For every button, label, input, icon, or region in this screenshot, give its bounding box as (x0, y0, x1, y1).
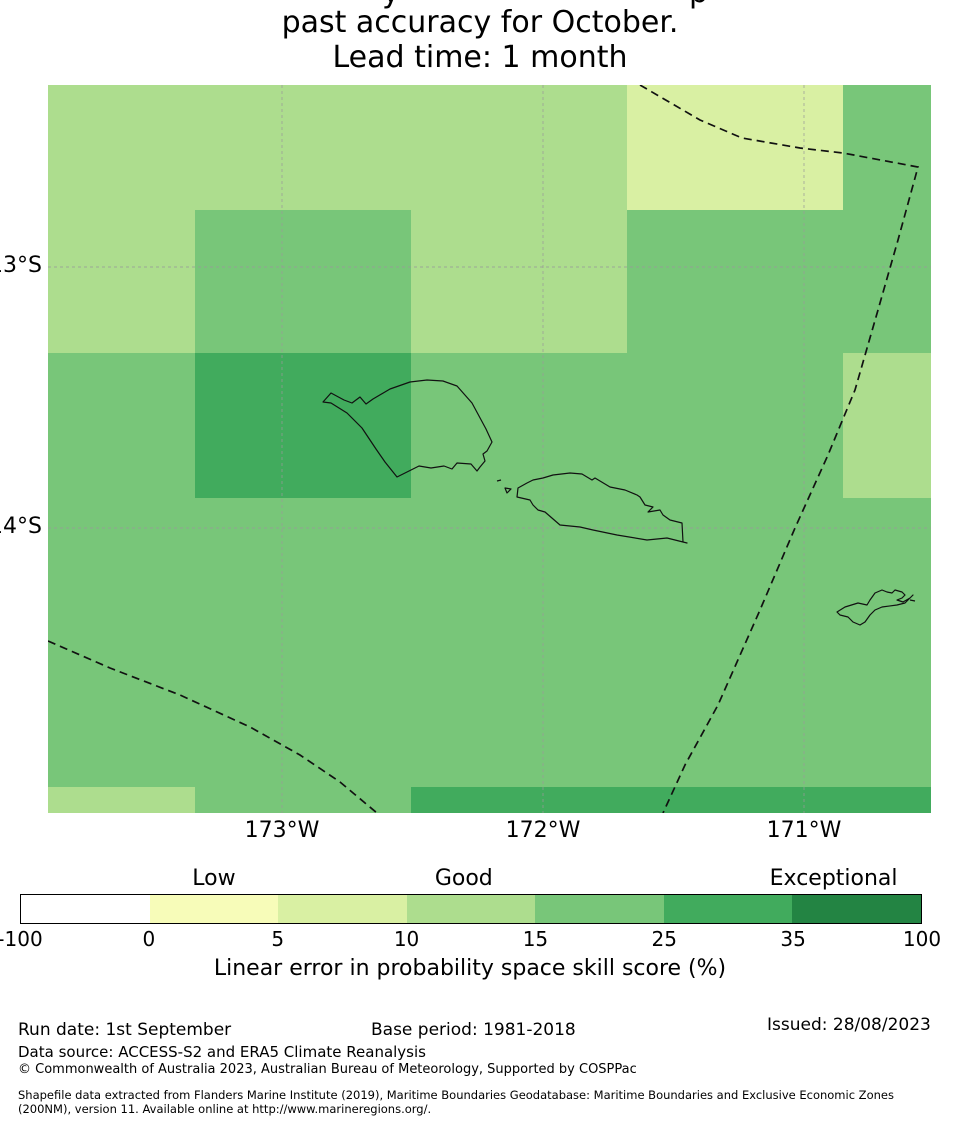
copyright-text: © Commonwealth of Australia 2023, Austra… (18, 1062, 637, 1077)
skill-cell-10-15 (411, 210, 627, 353)
shapefile-note: Shapefile data extracted from Flanders M… (18, 1088, 948, 1116)
longitude-tick-label: 172°W (505, 818, 581, 843)
aunuu-islet-coastline (909, 599, 916, 602)
colorbar-segment-5to10 (278, 895, 407, 923)
samoa-eez-north-boundary (639, 85, 920, 813)
manono-islet-coastline (496, 479, 502, 482)
colorbar-tick-label: 15 (522, 927, 549, 951)
colorbar-tick-label: -100 (0, 927, 43, 951)
title-fragment-glyph: y (382, 0, 400, 10)
title-line2: past accuracy for October. (281, 5, 679, 40)
colorbar-category-exceptional: Exceptional (769, 866, 898, 891)
longitude-tick-label: 173°W (244, 818, 320, 843)
colorbar-category-low: Low (192, 866, 236, 891)
colorbar-segment--100to0 (21, 895, 150, 923)
skill-cell-15-25 (195, 210, 411, 353)
title-fragment-glyph: p (689, 0, 708, 10)
shapefile-note-line1: Shapefile data extracted from Flanders M… (18, 1088, 894, 1102)
colorbar-segment-0to5 (149, 895, 279, 923)
skill-cell-10-15 (48, 210, 195, 353)
colorbar-segment-15to25 (535, 895, 664, 923)
skill-cell-10-15 (843, 353, 931, 498)
title-line1-clipped: yp (0, 0, 960, 10)
savaii-coastline (322, 379, 493, 478)
skill-cell-5-10 (627, 85, 843, 210)
base-period-text: Base period: 1981-2018 (371, 1020, 576, 1040)
colorbar (20, 894, 922, 924)
colorbar-tick-label: 10 (393, 927, 420, 951)
colorbar-title: Linear error in probability space skill … (213, 956, 727, 981)
colorbar-tick-label: 5 (271, 927, 285, 951)
colorbar-tick-label: 35 (780, 927, 806, 951)
apolima-islet-coastline (504, 487, 512, 494)
upolu-coastline (516, 472, 688, 544)
longitude-tick-label: 171°W (766, 818, 842, 843)
colorbar-tick-label: 0 (142, 927, 156, 951)
skill-cell-10-15 (48, 787, 195, 813)
data-source-text: Data source: ACCESS-S2 and ERA5 Climate … (18, 1043, 426, 1061)
shapefile-note-line2: (200NM), version 11. Available online at… (18, 1102, 432, 1116)
colorbar-segment-35to100 (792, 895, 922, 923)
colorbar-segment-25to35 (663, 895, 793, 923)
skill-cell-25-35 (411, 787, 931, 813)
colorbar-segment-10to15 (406, 895, 536, 923)
skill-cell-25-35 (195, 353, 411, 498)
skill-cell-10-15 (48, 85, 627, 210)
title-line3: Lead time: 1 month (332, 40, 628, 75)
latitude-tick-label: 13°S (0, 253, 42, 278)
colorbar-tick-label: 100 (902, 927, 942, 951)
run-date-text: Run date: 1st September (18, 1020, 232, 1040)
map-area (48, 85, 931, 813)
colorbar-tick-label: 25 (651, 927, 677, 951)
tutuila-coastline (836, 589, 914, 626)
map-canvas (48, 85, 931, 813)
latitude-tick-label: 14°S (0, 514, 42, 539)
colorbar-category-good: Good (434, 866, 493, 891)
samoa-eez-southwest-boundary (48, 640, 378, 813)
issued-date-text: Issued: 28/08/2023 (767, 1015, 931, 1035)
